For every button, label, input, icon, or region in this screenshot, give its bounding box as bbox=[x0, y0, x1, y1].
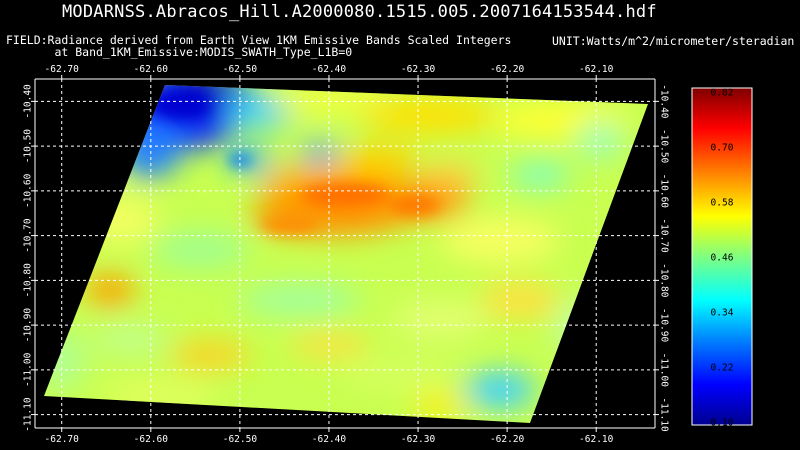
y-tick-label-right: -10.40 bbox=[659, 84, 670, 119]
y-tick-label-left: -10.40 bbox=[23, 84, 34, 119]
colorbar-labels: 0.82 0.70 0.58 0.46 0.34 0.22 0.10 bbox=[711, 88, 734, 429]
tick-marks bbox=[31, 75, 659, 432]
colorbar-tick-label: 0.70 bbox=[711, 143, 734, 154]
y-tick-label-left: -10.70 bbox=[23, 218, 34, 253]
x-tick-label-top: -62.40 bbox=[312, 64, 347, 75]
y-tick-label-right: -10.50 bbox=[659, 129, 670, 164]
colorbar-tick-label: 0.22 bbox=[711, 363, 734, 374]
x-tick-label-bottom: -62.60 bbox=[134, 434, 169, 445]
y-tick-label-left: -10.80 bbox=[23, 263, 34, 298]
unit-label: UNIT:Watts/m^2/micrometer/steradian bbox=[552, 34, 795, 48]
y-tick-label-right: -10.70 bbox=[659, 218, 670, 253]
x-tick-label-bottom: -62.50 bbox=[223, 434, 258, 445]
x-tick-label-bottom: -62.20 bbox=[490, 434, 525, 445]
colorbar-tick-label: 0.58 bbox=[711, 198, 734, 209]
x-tick-label-top: -62.60 bbox=[134, 64, 169, 75]
y-tick-label-right: -10.80 bbox=[659, 263, 670, 298]
y-tick-label-right: -11.10 bbox=[659, 397, 670, 432]
y-tick-labels-left: -10.40 -10.50 -10.60 -10.70 -10.80 -10.90 -11.… bbox=[23, 84, 34, 432]
y-tick-label-right: -10.60 bbox=[659, 174, 670, 209]
field-description: FIELD:Radiance derived from Earth View 1… bbox=[6, 34, 511, 58]
graticule-grid bbox=[35, 79, 655, 428]
x-tick-label-top: -62.10 bbox=[579, 64, 614, 75]
x-tick-label-bottom: -62.40 bbox=[312, 434, 347, 445]
colorbar-tick-label: 0.82 bbox=[711, 88, 734, 99]
x-tick-label-top: -62.30 bbox=[401, 64, 436, 75]
y-tick-label-left: -10.50 bbox=[23, 129, 34, 164]
map-title: MODARNSS.Abracos_Hill.A2000080.1515.005.… bbox=[62, 2, 657, 22]
x-tick-labels-top: -62.70 -62.60 -62.50 -62.40 -62.30 -62.20 -62.… bbox=[45, 64, 614, 75]
y-tick-label-left: -11.00 bbox=[23, 352, 34, 387]
x-tick-label-top: -62.70 bbox=[45, 64, 80, 75]
x-tick-label-top: -62.20 bbox=[490, 64, 525, 75]
x-tick-label-top: -62.50 bbox=[223, 64, 258, 75]
colorbar-tick-label: 0.34 bbox=[711, 308, 734, 319]
y-tick-label-right: -10.90 bbox=[659, 308, 670, 343]
x-tick-label-bottom: -62.10 bbox=[579, 434, 614, 445]
x-tick-label-bottom: -62.30 bbox=[401, 434, 436, 445]
field-line-2: at Band_1KM_Emissive:MODIS_SWATH_Type_L1… bbox=[54, 45, 353, 59]
x-tick-labels-bottom: -62.70 -62.60 -62.50 -62.40 -62.30 -62.20 -62.… bbox=[45, 434, 614, 445]
x-tick-label-bottom: -62.70 bbox=[45, 434, 80, 445]
colorbar-tick-label: 0.10 bbox=[711, 418, 734, 429]
y-tick-label-right: -11.00 bbox=[659, 353, 670, 388]
y-tick-label-left: -11.10 bbox=[23, 397, 34, 432]
y-tick-labels-right: -10.40 -10.50 -10.60 -10.70 -10.80 -10.90 -11.… bbox=[659, 84, 670, 432]
field-line-1: FIELD:Radiance derived from Earth View 1… bbox=[6, 33, 512, 47]
colorbar-tick-label: 0.46 bbox=[711, 253, 734, 264]
colorbar bbox=[691, 87, 753, 426]
y-tick-label-left: -10.60 bbox=[23, 173, 34, 208]
radiance-swath bbox=[44, 85, 648, 423]
y-tick-label-left: -10.90 bbox=[23, 308, 34, 343]
